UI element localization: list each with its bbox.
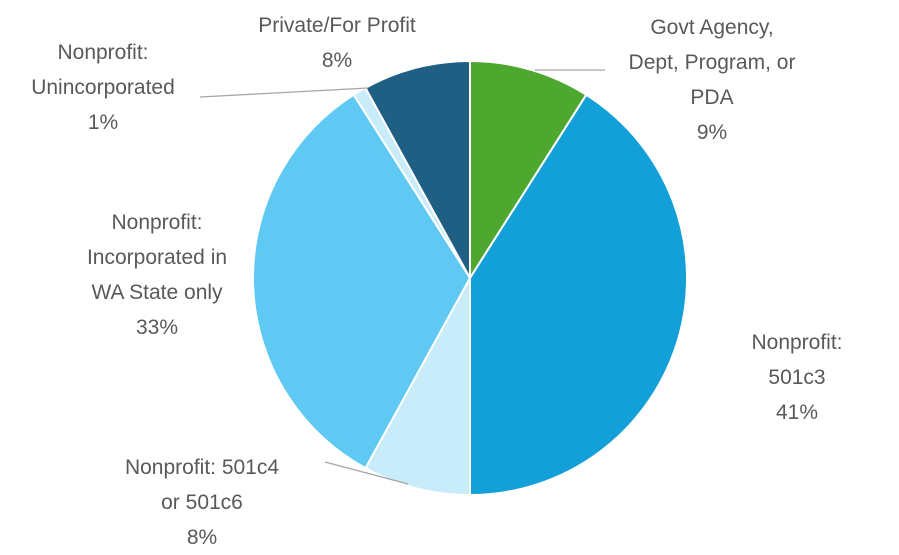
pie-slice [364,277,471,497]
slice-label: Nonprofit: Unincorporated 1% [31,35,175,140]
value-label: 9% [696,121,728,144]
leader-line [324,461,409,485]
category-label: Nonprofit: 501c4 or 501c6 [124,456,280,514]
category-label: Nonprofit: Incorporated in WA State only [86,211,228,304]
value-label: 33% [135,316,179,339]
category-label: Nonprofit: Unincorporated [31,41,175,99]
slice-label: Govt Agency, Dept, Program, or PDA 9% [629,10,796,150]
pie-slice [252,93,472,470]
slice-label: Nonprofit: 501c3 41% [746,325,848,430]
category-label: Govt Agency, Dept, Program, or PDA [628,16,796,109]
value-label: 8% [321,49,353,72]
pie-slice [364,59,471,279]
category-label: Nonprofit: 501c3 [751,331,843,389]
slices [252,59,688,497]
leader-line [199,87,369,98]
category-label: Private/For Profit [258,14,416,37]
slice-label: Nonprofit: Incorporated in WA State only… [87,205,227,345]
pie-slice [469,59,588,282]
value-label: 8% [186,526,218,549]
pie-slice [469,93,688,497]
slice-label: Private/For Profit 8% [258,8,416,78]
value-label: 41% [775,401,819,424]
value-label: 1% [87,111,119,134]
slice-label: Nonprofit: 501c4 or 501c6 8% [125,450,279,555]
